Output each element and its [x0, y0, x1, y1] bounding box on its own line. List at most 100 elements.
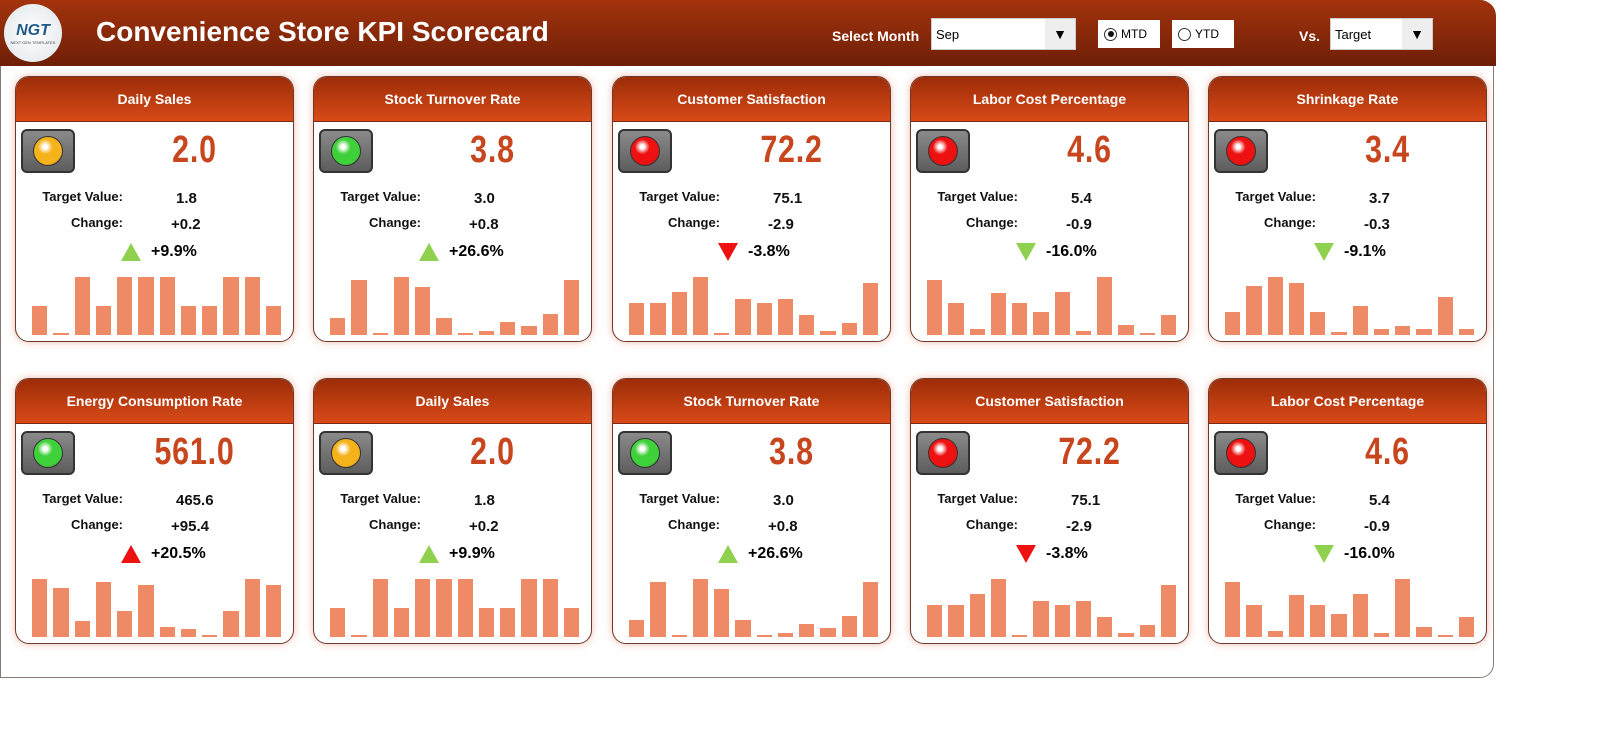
target-label: Target Value: — [42, 491, 123, 506]
sparkline-bar — [756, 303, 772, 335]
chevron-down-icon[interactable]: ▼ — [1402, 19, 1432, 49]
header-bar: NGT NEXT GEN TEMPLATES Convenience Store … — [0, 0, 1496, 66]
sparkline-bar — [1331, 613, 1347, 637]
sparkline-bar — [1012, 303, 1028, 335]
sparkline-bar — [799, 623, 815, 637]
radio-checked-icon — [1104, 27, 1117, 41]
change-label: Change: — [1264, 517, 1316, 532]
chevron-down-icon[interactable]: ▼ — [1045, 19, 1075, 49]
sparkline-bar — [521, 579, 537, 637]
sparkline-bar — [521, 325, 537, 335]
sparkline-bar — [1437, 635, 1453, 637]
change-percent: +20.5% — [121, 545, 206, 563]
sparkline-bar — [265, 584, 281, 637]
vs-label: Vs. — [1299, 28, 1321, 44]
sparkline-bar — [1225, 581, 1241, 637]
kpi-value: 4.6 — [1067, 129, 1112, 171]
sparkline-bar — [650, 303, 666, 335]
sparkline-bar — [117, 277, 133, 335]
sparkline-bar — [53, 333, 69, 335]
kpi-title: Energy Consumption Rate — [16, 379, 293, 424]
status-light — [21, 129, 75, 173]
change-label: Change: — [966, 215, 1018, 230]
status-light — [1214, 431, 1268, 475]
change-value: +95.4 — [171, 518, 209, 535]
up-arrow-icon — [121, 545, 141, 563]
sparkline-chart — [330, 579, 579, 637]
sparkline-bar — [714, 589, 730, 637]
sparkline-bar — [415, 579, 431, 637]
sparkline-bar — [1246, 605, 1262, 637]
change-value: -0.9 — [1364, 518, 1390, 535]
status-light — [1214, 129, 1268, 173]
red-light-icon — [1226, 438, 1256, 468]
sparkline-bar — [180, 306, 196, 335]
sparkline-bar — [74, 277, 90, 335]
sparkline-bar — [1395, 326, 1411, 335]
sparkline-chart — [629, 579, 878, 637]
change-label: Change: — [369, 517, 421, 532]
sparkline-bar — [1416, 626, 1432, 637]
sparkline-bar — [436, 317, 452, 335]
sparkline-bar — [351, 635, 367, 637]
down-arrow-icon — [1016, 545, 1036, 563]
sparkline-bar — [478, 608, 494, 637]
sparkline-bar — [1267, 277, 1283, 335]
ytd-radio[interactable]: YTD — [1172, 20, 1234, 48]
mtd-radio[interactable]: MTD — [1098, 20, 1160, 48]
sparkline-chart — [330, 277, 579, 335]
kpi-value: 72.2 — [760, 129, 823, 171]
sparkline-bar — [1118, 632, 1134, 637]
sparkline-bar — [714, 333, 730, 335]
sparkline-bar — [1458, 329, 1474, 335]
sparkline-bar — [1033, 311, 1049, 335]
status-light — [319, 129, 373, 173]
kpi-title: Labor Cost Percentage — [1209, 379, 1486, 424]
up-arrow-icon — [419, 545, 439, 563]
target-value: 1.8 — [176, 190, 197, 207]
sparkline-bar — [1225, 311, 1241, 335]
status-light — [618, 129, 672, 173]
sparkline-bar — [1310, 311, 1326, 335]
change-percent: -16.0% — [1016, 243, 1097, 261]
sparkline-bar — [478, 330, 494, 335]
sparkline-bar — [393, 277, 409, 335]
target-value: 75.1 — [773, 190, 803, 207]
down-arrow-icon — [1016, 243, 1036, 261]
sparkline-bar — [990, 579, 1006, 637]
kpi-card: Daily Sales 2.0 Target Value: 1.8 Change… — [15, 76, 294, 342]
change-value: +0.8 — [768, 518, 798, 535]
sparkline-bar — [1054, 605, 1070, 637]
logo: NGT NEXT GEN TEMPLATES — [4, 4, 62, 62]
status-light — [319, 431, 373, 475]
sparkline-bar — [820, 330, 836, 335]
sparkline-bar — [1118, 324, 1134, 335]
change-percent: +26.6% — [718, 545, 803, 563]
sparkline-bar — [351, 279, 367, 335]
sparkline-bar — [692, 277, 708, 335]
sparkline-chart — [32, 277, 281, 335]
status-light — [916, 431, 970, 475]
sparkline-bar — [1373, 632, 1389, 637]
sparkline-bar — [53, 587, 69, 637]
change-value: -0.3 — [1364, 216, 1390, 233]
sparkline-bar — [969, 329, 985, 335]
target-label: Target Value: — [937, 189, 1018, 204]
kpi-card: Daily Sales 2.0 Target Value: 1.8 Change… — [313, 378, 592, 644]
month-dropdown[interactable]: Sep ▼ — [931, 18, 1076, 50]
sparkline-bar — [862, 282, 878, 335]
sparkline-bar — [330, 608, 346, 637]
sparkline-bar — [735, 299, 751, 335]
change-label: Change: — [668, 215, 720, 230]
page-title: Convenience Store KPI Scorecard — [96, 16, 549, 47]
red-light-icon — [928, 136, 958, 166]
change-label: Change: — [71, 215, 123, 230]
kpi-card: Labor Cost Percentage 4.6 Target Value: … — [910, 76, 1189, 342]
sparkline-bar — [542, 579, 558, 637]
vs-dropdown[interactable]: Target ▼ — [1330, 18, 1433, 50]
sparkline-chart — [629, 277, 878, 335]
red-light-icon — [928, 438, 958, 468]
kpi-value: 561.0 — [154, 431, 235, 473]
sparkline-chart — [927, 579, 1176, 637]
sparkline-bar — [1139, 625, 1155, 637]
